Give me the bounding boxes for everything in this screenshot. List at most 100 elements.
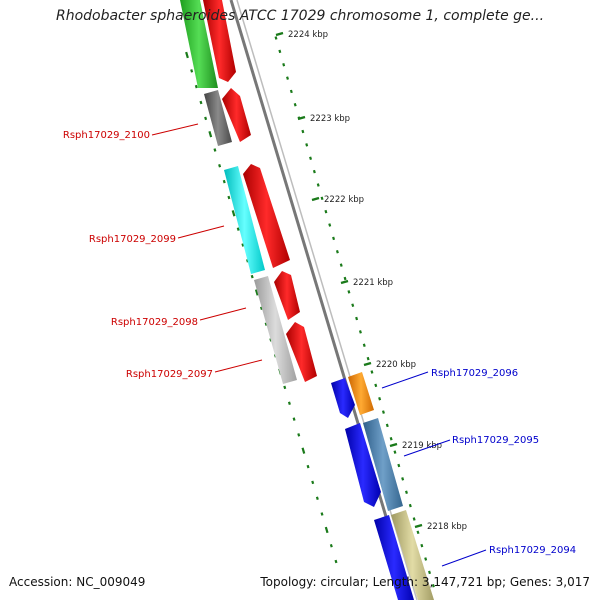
gene-arrow-rsph17029-2097[interactable]: [286, 322, 317, 382]
scale-tick: [305, 143, 309, 147]
scale-tick: [332, 236, 336, 241]
minus-strand-tick: [222, 179, 226, 184]
accession-text: Accession: NC_009049: [9, 575, 146, 589]
scale-tick: [278, 49, 282, 54]
minus-strand-tick: [208, 130, 213, 138]
leader-line: [199, 307, 247, 321]
tick-tracks: [185, 36, 435, 588]
minus-strand-tick: [292, 417, 296, 421]
gene-arrow-rsph17029-2095[interactable]: [345, 423, 381, 507]
gene-label-rsph17029-2094[interactable]: Rsph17029_2094: [489, 545, 576, 556]
scale-tick: [355, 316, 359, 321]
plus-strand-features: [331, 372, 434, 600]
gene-label-rsph17029-2096[interactable]: Rsph17029_2096: [431, 368, 518, 379]
kbp-scale: 2224 kbp 2223 kbp 2222 kbp 2221 kbp 2220 kbp…: [275, 30, 467, 532]
scale-tick: [320, 196, 324, 201]
scale-tick: [301, 129, 305, 134]
minus-strand-tick: [320, 512, 324, 516]
scale-tick: [412, 517, 416, 521]
gene-block-cyan[interactable]: [224, 166, 265, 274]
kbp-label: 2223 kbp: [310, 114, 350, 124]
minus-strand-tick: [185, 51, 189, 59]
minus-strand-tick: [329, 543, 333, 548]
gene-block-steel-blue[interactable]: [363, 418, 403, 511]
scale-tick: [286, 76, 289, 80]
scale-tick: [416, 530, 420, 535]
kbp-label: 2221 kbp: [353, 278, 393, 288]
kbp-major-tick: [311, 196, 320, 202]
kbp-major-tick: [363, 361, 372, 367]
label-leaders: [151, 123, 487, 567]
gene-label-rsph17029-2099[interactable]: Rsph17029_2099: [89, 234, 176, 245]
minus-strand-tick: [227, 195, 231, 200]
scale-tick: [389, 437, 393, 441]
scale-tick: [381, 410, 385, 414]
gene-block-khaki[interactable]: [391, 510, 434, 600]
minus-strand-tick: [250, 274, 254, 279]
scale-tick: [358, 330, 362, 334]
kbp-label: 2220 kbp: [376, 360, 416, 370]
scale-tick: [374, 383, 378, 388]
minus-strand-tick: [199, 100, 203, 105]
scale-tick: [378, 396, 382, 401]
gene-block-green[interactable]: [180, 0, 218, 88]
kbp-major-tick: [297, 115, 306, 121]
scale-tick: [316, 183, 320, 187]
minus-strand-tick: [311, 480, 315, 485]
scale-tick: [408, 503, 412, 508]
leader-line: [214, 359, 263, 373]
leader-line: [381, 371, 429, 389]
gene-arrow-rsph17029-2094[interactable]: [374, 515, 414, 600]
kbp-label: 2218 kbp: [427, 522, 467, 532]
scale-tick: [397, 463, 401, 468]
backbone-line-outer: [229, 0, 413, 600]
kbp-major-tick: [340, 279, 349, 285]
scale-tick: [431, 584, 435, 588]
scale-tick: [289, 89, 293, 94]
kbp-major-tick: [275, 31, 284, 37]
minus-strand-features: [180, 0, 317, 384]
scale-tick: [385, 423, 389, 428]
leader-line: [441, 549, 487, 567]
scale-tick: [339, 263, 343, 267]
gene-label-rsph17029-2098[interactable]: Rsph17029_2098: [111, 317, 198, 328]
gene-label-rsph17029-2100[interactable]: Rsph17029_2100: [63, 130, 150, 141]
scale-tick: [293, 103, 297, 107]
scale-tick: [401, 477, 405, 481]
minus-strand-tick: [260, 306, 263, 311]
minus-strand-tick: [190, 69, 194, 73]
minus-strand-tick: [334, 559, 338, 564]
scale-tick: [366, 356, 370, 361]
gene-arrow-rsph17029-2100[interactable]: [222, 88, 251, 142]
kbp-major-tick: [414, 523, 423, 529]
scale-tick: [343, 276, 347, 281]
gene-labels: Rsph17029_2100 Rsph17029_2099 Rsph17029_…: [63, 130, 576, 556]
minus-strand-tick: [287, 401, 291, 405]
gene-arrow-rsph17029-2096[interactable]: [331, 378, 355, 418]
scale-tick: [312, 169, 316, 174]
minus-strand-tick: [204, 116, 208, 121]
minus-strand-tick: [236, 227, 240, 231]
gene-arrow-rsph17029-2099[interactable]: [243, 164, 290, 268]
gene-arrow-red-top[interactable]: [203, 0, 236, 82]
gene-block-orange[interactable]: [348, 372, 374, 415]
scale-tick: [309, 156, 313, 160]
gene-block-light-grey[interactable]: [254, 276, 297, 384]
gene-arrow-rsph17029-2098[interactable]: [274, 271, 300, 320]
scale-tick: [324, 209, 328, 214]
scale-tick: [274, 36, 278, 40]
minus-strand-tick: [264, 322, 268, 326]
gene-block-dark-grey[interactable]: [204, 90, 232, 146]
kbp-major-tick: [389, 442, 398, 448]
minus-strand-tick: [218, 164, 222, 168]
minus-strand-tick: [254, 289, 259, 296]
minus-strand-tick: [194, 84, 198, 89]
gene-label-rsph17029-2097[interactable]: Rsph17029_2097: [126, 369, 213, 380]
kbp-label: 2224 kbp: [288, 30, 328, 40]
gene-label-rsph17029-2095[interactable]: Rsph17029_2095: [452, 435, 539, 446]
leader-line: [151, 123, 199, 136]
minus-strand-tick: [297, 433, 301, 437]
scale-tick: [370, 370, 374, 374]
scale-tick: [335, 250, 339, 254]
